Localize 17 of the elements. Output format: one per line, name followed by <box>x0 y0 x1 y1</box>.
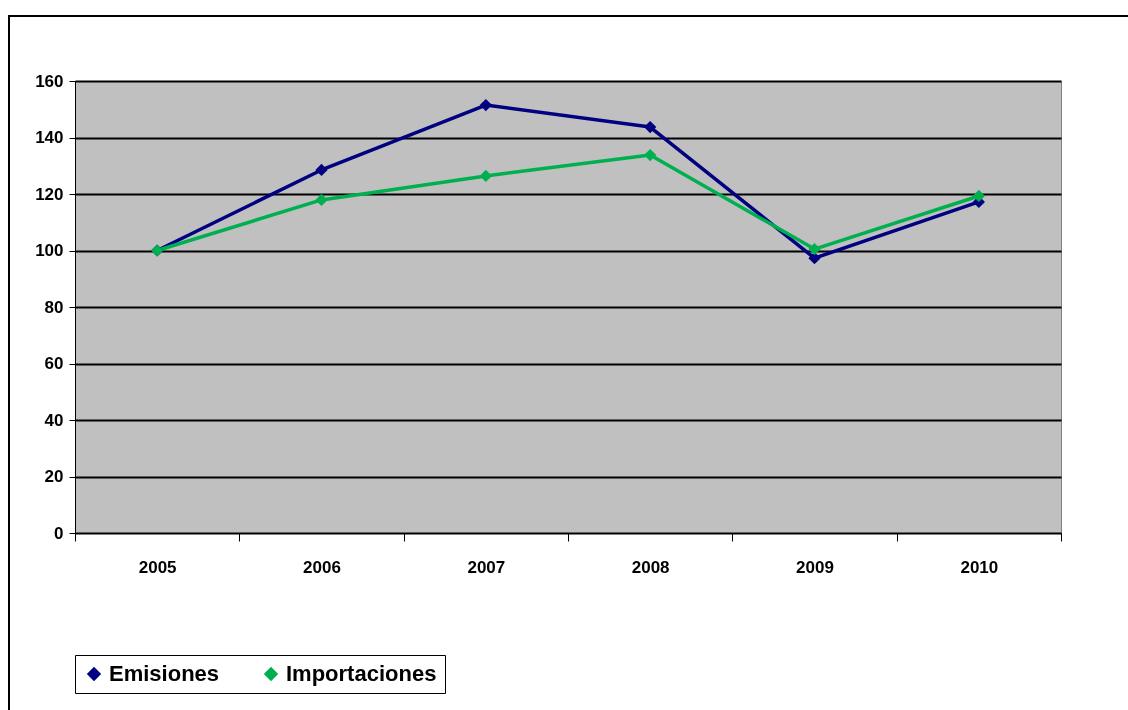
y-tick-label: 80 <box>44 297 64 317</box>
x-tick-label: 2007 <box>467 557 506 577</box>
y-tick-label: 0 <box>54 523 64 543</box>
legend-label: Emisiones <box>109 661 220 686</box>
x-tick-label: 2010 <box>960 557 999 577</box>
legend-label: Importaciones <box>286 661 437 686</box>
y-tick-label: 160 <box>35 71 64 91</box>
y-tick-label: 140 <box>35 128 64 147</box>
x-tick-label: 2005 <box>138 557 177 577</box>
y-tick-label: 120 <box>35 184 64 204</box>
x-tick-label: 2008 <box>631 557 670 577</box>
y-tick-label: 100 <box>35 241 64 260</box>
y-tick-label: 20 <box>44 467 64 486</box>
y-tick-label: 40 <box>44 410 64 430</box>
y-tick-label: 60 <box>44 354 64 373</box>
x-tick-label: 2009 <box>796 557 834 577</box>
x-tick-label: 2006 <box>303 557 341 577</box>
